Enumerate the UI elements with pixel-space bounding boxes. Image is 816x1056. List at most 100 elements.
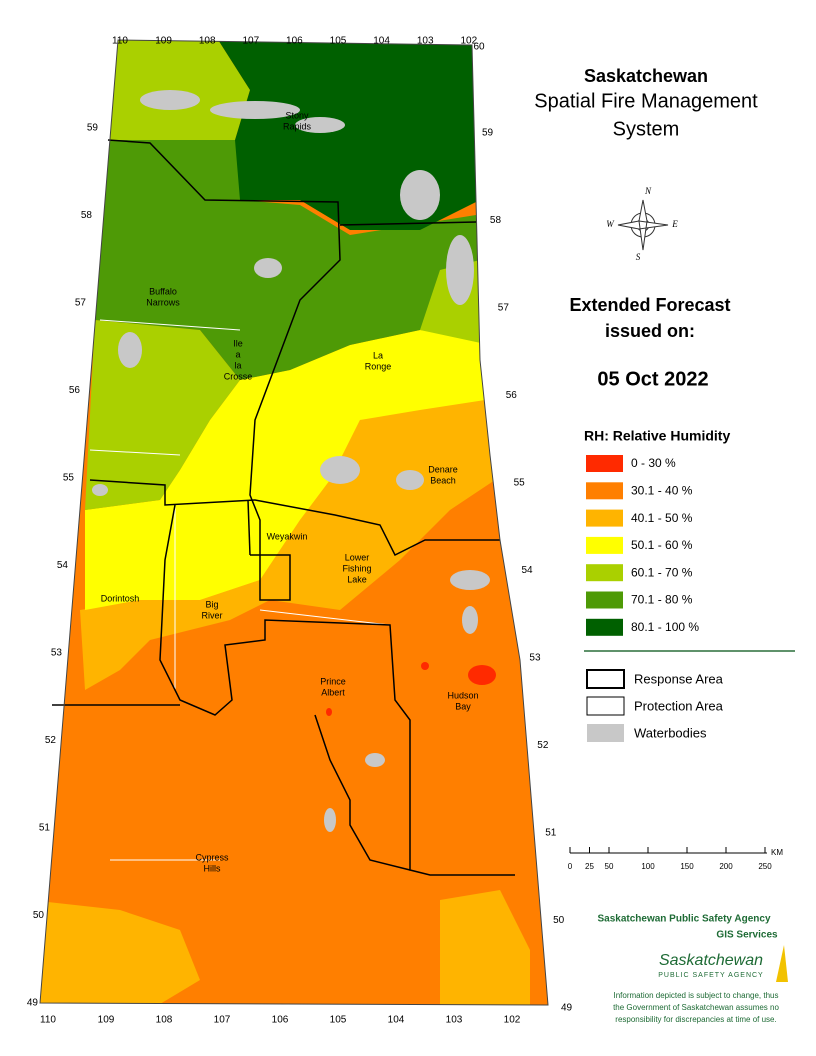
response-areas [52,139,515,876]
latitude-label: 54 [57,560,69,571]
latitude-label: 58 [490,215,502,226]
place-label: Fishing [342,563,371,573]
place-label: Dorintosh [101,593,140,603]
longitude-label: 103 [417,36,434,47]
legend-swatch [587,724,624,742]
latitude-label: 50 [33,910,45,921]
forecast-date: 05 Oct 2022 [597,368,708,390]
disclaimer: the Government of Saskatchewan assumes n… [613,1003,779,1012]
place-label: Ronge [365,361,392,371]
latitude-label: 57 [498,303,510,314]
longitude-label: 102 [504,1015,521,1026]
legend-label: 0 - 30 % [631,456,676,470]
logo-sub: PUBLIC SAFETY AGENCY [658,972,763,979]
longitude-label: 105 [330,1015,347,1026]
latitude-label: 53 [51,648,63,659]
place-label: Prince [320,676,346,686]
scale-label: 200 [719,862,733,871]
longitude-label: 110 [112,36,128,47]
longitude-label: 103 [446,1015,463,1026]
rh-zone [40,900,200,1005]
latitude-label: 50 [553,915,565,926]
longitude-label: 109 [155,36,172,47]
latitude-label: 52 [45,735,57,746]
rh-zone [85,330,485,610]
longitude-label: 106 [272,1015,289,1026]
legend-label: Waterbodies [634,725,707,740]
place-label: Ile [233,338,243,348]
latitude-label: 59 [87,123,99,134]
latitude-label: 52 [537,740,549,751]
place-label: La [373,350,383,360]
longitude-label: 102 [460,36,477,47]
longitude-label: 105 [330,36,347,47]
latitude-label: 51 [39,823,51,834]
place-label: la [234,360,241,370]
latitude-label: 59 [482,128,494,139]
logo-mark [776,945,788,982]
forecast-heading: Extended Forecast [569,295,730,315]
place-label: Beach [430,475,456,485]
legend-swatch [586,482,623,500]
legend-label: 40.1 - 50 % [631,511,693,525]
title: Spatial Fire Management [534,90,758,112]
legend-label: 80.1 - 100 % [631,620,699,634]
latitude-label: 49 [561,1003,573,1014]
latitude-label: 53 [529,653,541,664]
legend-label: Protection Area [634,698,724,713]
longitude-label: 106 [286,36,303,47]
place-label: Buffalo [149,286,177,296]
place-label: Hills [204,863,221,873]
latitude-label: 58 [81,210,93,221]
compass-letter: S [636,252,641,262]
compass-letter: N [644,186,652,196]
rh-zone [326,708,332,716]
place-label: River [201,610,222,620]
legend-swatch [586,509,623,527]
latitude-label: 57 [75,298,87,309]
rh-zone [421,662,429,670]
place-label: Weyakwin [267,531,308,541]
place-label: Lower [345,552,370,562]
place-label: Big [205,599,218,609]
waterbodies [92,90,490,832]
protection-areas [89,319,391,861]
place-label: Crosse [224,371,253,381]
legend-label: 70.1 - 80 % [631,593,693,607]
agency: Saskatchewan Public Safety Agency [597,914,770,925]
scale-label: 250 [758,862,772,871]
rh-zone [80,400,495,690]
legend-swatch [586,564,623,582]
latitude-label: 60 [473,42,485,53]
agency-unit: GIS Services [716,930,778,941]
scale-unit: KM [771,848,783,857]
legend-swatch [586,536,623,554]
legend-title: RH: Relative Humidity [584,428,730,444]
legend-swatch [586,591,623,609]
place-label: Lake [347,574,367,584]
place-label: Albert [321,687,345,697]
province-outline [39,39,549,1006]
rh-zone [95,140,480,380]
forecast-heading: issued on: [605,321,695,341]
legend-swatch [586,455,623,472]
compass [617,199,669,251]
legend-label: 60.1 - 70 % [631,565,693,579]
title: System [613,118,680,140]
longitude-label: 108 [199,36,216,47]
place-label: Denare [428,464,458,474]
rh-zone [440,890,530,1005]
place-label: Bay [455,701,471,711]
logo: Saskatchewan [659,952,763,969]
legend-label: 30.1 - 40 % [631,483,693,497]
longitude-label: 104 [388,1015,405,1026]
legend-swatch [586,696,625,716]
longitude-label: 104 [373,36,390,47]
place-label: Hudson [447,690,478,700]
compass-letter: E [671,219,678,229]
scale-label: 150 [680,862,694,871]
latitude-label: 55 [63,473,75,484]
place-label: a [235,349,240,359]
